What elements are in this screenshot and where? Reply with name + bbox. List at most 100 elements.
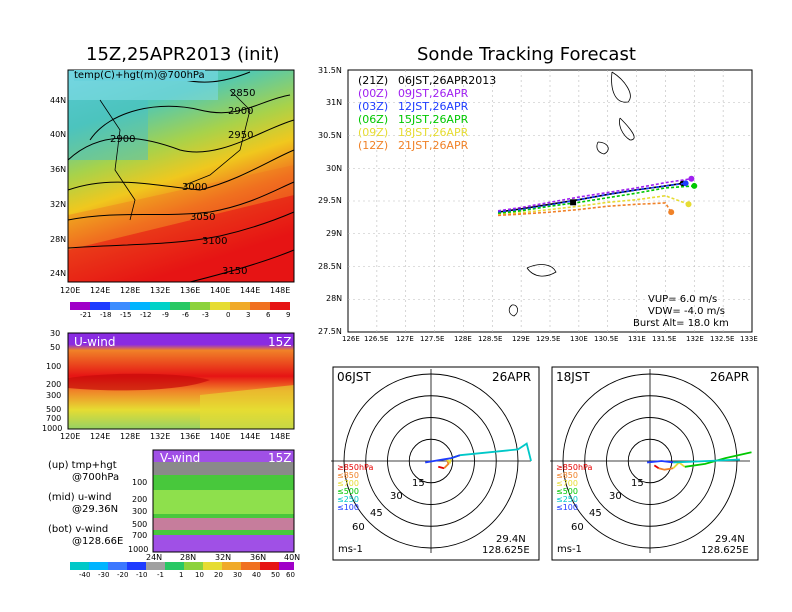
- contour-label-6: 3050: [190, 212, 216, 223]
- param-burst: Burst Alt= 18.0 km: [633, 318, 729, 329]
- track-end-5: [668, 209, 675, 216]
- contour-label-3: 2900: [110, 134, 136, 145]
- trk-lat-28-5: 28.5N: [318, 262, 342, 271]
- trk-lon-126: 126E: [342, 335, 360, 343]
- note-up-a: (up) tmp+hgt: [48, 460, 117, 471]
- hodograph-right: [550, 366, 759, 561]
- hodo-right-lvl-3: ≤500: [556, 487, 578, 496]
- hodo-right-date: 26APR: [710, 370, 750, 384]
- trk-lon-127-5: 127.5E: [420, 335, 445, 343]
- track-line-3: [497, 185, 695, 215]
- v-lat-32n: 32N: [215, 553, 232, 562]
- trk-lon-131: 131E: [628, 335, 646, 343]
- u-p-50: 50: [50, 343, 61, 352]
- hodo-segment-1: [658, 467, 674, 471]
- hodo-left-unit: ms-1: [338, 544, 363, 555]
- track-line-1: [497, 177, 692, 212]
- trk-lat-30: 30N: [326, 164, 343, 173]
- v-lat-40n: 40N: [284, 553, 301, 562]
- contour-label-7: 3100: [202, 236, 228, 247]
- map-lon-132e: 132E: [150, 286, 171, 295]
- trk-lon-131-5: 131.5E: [652, 335, 677, 343]
- hodo-left-loc2: 128.625E: [482, 545, 530, 556]
- u-lon-136e: 136E: [180, 432, 201, 441]
- track-line-4: [497, 194, 689, 216]
- trk-lon-129: 129E: [512, 335, 530, 343]
- hodo-left-ring-15: 15: [412, 478, 425, 489]
- wind-colorbar: [70, 562, 294, 570]
- hodo-right-loc1: 29.4N: [715, 534, 745, 545]
- wcb-10: 40: [252, 571, 261, 579]
- cbar-t-4: -12: [140, 311, 152, 319]
- u-wind-label: U-wind: [74, 335, 116, 349]
- u-p-1000: 1000: [42, 424, 63, 433]
- track-legend-z-3: (06Z): [358, 113, 389, 126]
- track-line-5: [498, 202, 672, 217]
- note-mid-b: @29.36N: [72, 504, 119, 515]
- hodo-right-lvl-1: ≤850: [556, 471, 578, 480]
- track-legend-t-1: 09JST,26APR: [398, 87, 469, 100]
- hodo-segment-5: [673, 458, 740, 464]
- hodo-left-time: 06JST: [337, 370, 371, 384]
- map-lat-40n: 40N: [50, 130, 67, 139]
- wcb-12: 60: [286, 571, 295, 579]
- trk-lat-29: 29N: [326, 229, 343, 238]
- track-legend-z-5: (12Z): [358, 139, 389, 152]
- track-legend-t-4: 18JST,26APR: [398, 126, 469, 139]
- param-vup: VUP= 6.0 m/s: [648, 294, 718, 305]
- cbar-t-1: -21: [80, 311, 92, 319]
- hodo-right-lvl-4: ≤250: [556, 495, 578, 504]
- hodo-right-ring-15: 15: [631, 478, 644, 489]
- map-lon-148e: 148E: [270, 286, 291, 295]
- wcb-11: 50: [271, 571, 280, 579]
- note-mid-a: (mid) u-wind: [48, 492, 112, 503]
- v-p-500: 500: [132, 520, 148, 529]
- contour-label-8: 3150: [222, 266, 248, 277]
- temperature-map: [67, 69, 295, 283]
- u-wind-panel: [67, 332, 295, 430]
- trk-lon-133: 133E: [740, 335, 758, 343]
- track-legend-t-3: 15JST,26APR: [398, 113, 469, 126]
- wcb-1: -40: [79, 571, 91, 579]
- launch-marker: [570, 199, 577, 206]
- map-lat-44n: 44N: [50, 96, 67, 105]
- hodo-segment-4: [647, 460, 674, 464]
- v-wind-label: V-wind: [160, 451, 201, 465]
- trk-lon-128-5: 128.5E: [478, 335, 503, 343]
- hodo-left-ring-45: 45: [370, 508, 383, 519]
- trk-lat-31: 31N: [326, 98, 343, 107]
- v-p-300: 300: [132, 507, 148, 516]
- u-p-100: 100: [46, 362, 62, 371]
- hodo-segment-0: [653, 464, 660, 469]
- hodograph-left: [331, 366, 540, 561]
- hodo-right-loc2: 128.625E: [701, 545, 749, 556]
- trk-lon-130: 130E: [570, 335, 588, 343]
- wcb-6: 1: [179, 571, 184, 579]
- wcb-5: -1: [157, 571, 164, 579]
- u-wind-time: 15Z: [268, 335, 292, 349]
- cbar-t-11: 9: [286, 311, 291, 319]
- note-bot-b: @128.66E: [72, 536, 124, 547]
- track-legend-t-0: 06JST,26APR2013: [398, 74, 497, 87]
- sonde-tracks: [497, 175, 698, 217]
- map-label: temp(C)+hgt(m)@700hPa: [74, 70, 205, 81]
- v-lat-28n: 28N: [180, 553, 197, 562]
- trk-lat-29-5: 29.5N: [318, 196, 342, 205]
- track-end-3: [691, 182, 698, 189]
- hodo-left-loc1: 29.4N: [496, 534, 526, 545]
- hodo-right-lvl-5: ≤100: [556, 503, 578, 512]
- v-lat-24n: 24N: [146, 553, 163, 562]
- trk-lat-31-5: 31.5N: [318, 66, 342, 75]
- param-vdw: VDW= -4.0 m/s: [648, 306, 725, 317]
- wcb-2: -30: [98, 571, 110, 579]
- left-title: 15Z,25APR2013 (init): [86, 44, 280, 65]
- note-bot-a: (bot) v-wind: [48, 524, 109, 535]
- track-line-2: [497, 182, 686, 213]
- trk-lat-30-5: 30.5N: [318, 131, 342, 140]
- hodo-right-ring-60: 60: [571, 522, 584, 533]
- track-end-1: [688, 175, 695, 182]
- map-lon-140e: 140E: [210, 286, 231, 295]
- hodo-right-ring-30: 30: [609, 491, 622, 502]
- v-p-1000: 1000: [128, 545, 149, 554]
